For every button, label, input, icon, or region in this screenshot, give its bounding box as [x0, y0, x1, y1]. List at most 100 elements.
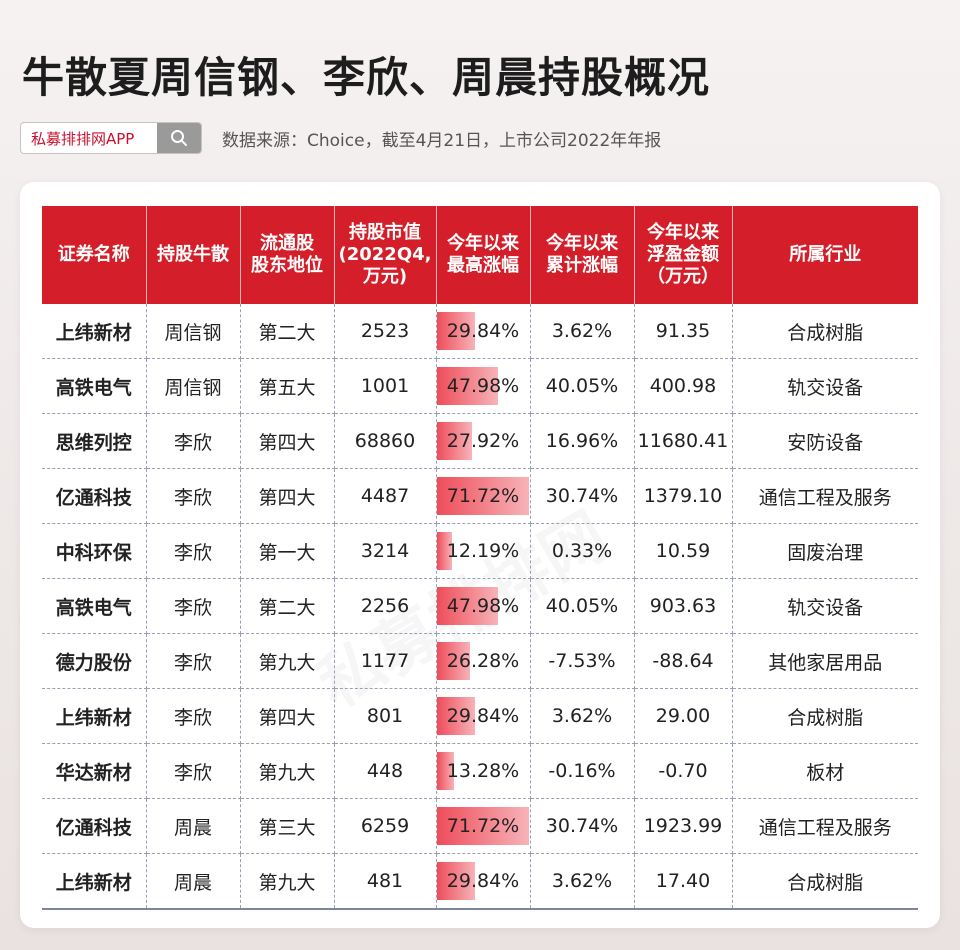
- rank-cell: 第一大: [240, 523, 335, 579]
- profit-cell: 400.98: [634, 358, 733, 414]
- rank-cell: 第九大: [240, 633, 335, 689]
- cum-gain-cell: 3.62%: [530, 853, 635, 910]
- industry-cell: 其他家居用品: [732, 633, 918, 689]
- search-button[interactable]: [157, 123, 201, 153]
- column-header: 证券名称: [42, 206, 147, 304]
- security-name-cell: 中科环保: [42, 523, 147, 579]
- table-row: 亿通科技 周晨 第三大 6259 71.72% 30.74% 1923.99 通信工程及服务: [42, 798, 918, 854]
- holder-cell: 李欣: [146, 633, 241, 689]
- profit-cell: 10.59: [634, 523, 733, 579]
- column-header: 今年以来 最高涨幅: [436, 206, 531, 304]
- column-header: 持股市值 (2022Q4, 万元): [334, 206, 437, 304]
- max-gain-cell: 27.92%: [436, 413, 531, 469]
- max-gain-value: 13.28%: [446, 760, 520, 782]
- rank-cell: 第二大: [240, 304, 335, 359]
- table-row: 华达新材 李欣 第九大 448 13.28% -0.16% -0.70 板材: [42, 743, 918, 799]
- industry-cell: 安防设备: [732, 413, 918, 469]
- max-gain-bar: [436, 807, 529, 845]
- profit-cell: 1923.99: [634, 798, 733, 854]
- max-gain-cell: 26.28%: [436, 633, 531, 689]
- industry-cell: 合成树脂: [732, 853, 918, 910]
- rank-cell: 第九大: [240, 853, 335, 910]
- security-name-cell: 上纬新材: [42, 304, 147, 359]
- holder-cell: 李欣: [146, 578, 241, 634]
- max-gain-cell: 29.84%: [436, 688, 531, 744]
- max-gain-bar: [436, 477, 529, 515]
- table-row: 高铁电气 周信钢 第五大 1001 47.98% 40.05% 400.98 轨交设备: [42, 358, 918, 414]
- table-row: 思维列控 李欣 第四大 68860 27.92% 16.96% 11680.41 安防设备: [42, 413, 918, 469]
- holder-cell: 周信钢: [146, 358, 241, 414]
- cum-gain-cell: 40.05%: [530, 358, 635, 414]
- profit-cell: 11680.41: [634, 413, 733, 469]
- holder-cell: 周晨: [146, 798, 241, 854]
- table-header-row: 证券名称 持股牛散 流通股 股东地位 持股市值 (2022Q4, 万元) 今年以来 最高…: [42, 206, 918, 304]
- cum-gain-cell: 0.33%: [530, 523, 635, 579]
- search-box[interactable]: 私募排排网APP: [20, 122, 202, 154]
- rank-cell: 第三大: [240, 798, 335, 854]
- security-name-cell: 华达新材: [42, 743, 147, 799]
- cum-gain-cell: -0.16%: [530, 743, 635, 799]
- market-value-cell: 2523: [334, 304, 437, 359]
- industry-cell: 板材: [732, 743, 918, 799]
- profit-cell: -0.70: [634, 743, 733, 799]
- security-name-cell: 亿通科技: [42, 468, 147, 524]
- max-gain-bar: [436, 587, 499, 625]
- market-value-cell: 68860: [334, 413, 437, 469]
- industry-cell: 通信工程及服务: [732, 798, 918, 854]
- max-gain-value: 29.84%: [446, 320, 520, 342]
- holder-cell: 李欣: [146, 468, 241, 524]
- cum-gain-cell: 30.74%: [530, 798, 635, 854]
- holder-cell: 李欣: [146, 523, 241, 579]
- max-gain-cell: 47.98%: [436, 578, 531, 634]
- max-gain-bar: [436, 752, 454, 790]
- rank-cell: 第四大: [240, 413, 335, 469]
- industry-cell: 固废治理: [732, 523, 918, 579]
- max-gain-value: 47.98%: [446, 375, 520, 397]
- holder-cell: 李欣: [146, 688, 241, 744]
- source-note: 数据来源：Choice，截至4月21日，上市公司2022年年报: [222, 131, 662, 151]
- table-row: 上纬新材 周信钢 第二大 2523 29.84% 3.62% 91.35 合成树脂: [42, 304, 918, 359]
- security-name-cell: 德力股份: [42, 633, 147, 689]
- max-gain-value: 27.92%: [446, 430, 520, 452]
- max-gain-cell: 47.98%: [436, 358, 531, 414]
- rank-cell: 第五大: [240, 358, 335, 414]
- column-header: 持股牛散: [146, 206, 241, 304]
- market-value-cell: 1001: [334, 358, 437, 414]
- table-row: 中科环保 李欣 第一大 3214 12.19% 0.33% 10.59 固废治理: [42, 523, 918, 579]
- max-gain-value: 29.84%: [446, 705, 520, 727]
- market-value-cell: 6259: [334, 798, 437, 854]
- max-gain-value: 47.98%: [446, 595, 520, 617]
- cum-gain-cell: -7.53%: [530, 633, 635, 689]
- profit-cell: 903.63: [634, 578, 733, 634]
- security-name-cell: 亿通科技: [42, 798, 147, 854]
- holdings-table: 证券名称 持股牛散 流通股 股东地位 持股市值 (2022Q4, 万元) 今年以来 最高…: [42, 206, 918, 910]
- max-gain-bar: [436, 532, 453, 570]
- holder-cell: 李欣: [146, 413, 241, 469]
- cum-gain-cell: 30.74%: [530, 468, 635, 524]
- max-gain-bar: [436, 697, 475, 735]
- profit-cell: 29.00: [634, 688, 733, 744]
- rank-cell: 第二大: [240, 578, 335, 634]
- max-gain-cell: 12.19%: [436, 523, 531, 579]
- column-header: 所属行业: [732, 206, 918, 304]
- industry-cell: 合成树脂: [732, 304, 918, 359]
- table-row: 上纬新材 李欣 第四大 801 29.84% 3.62% 29.00 合成树脂: [42, 688, 918, 744]
- column-header: 今年以来 累计涨幅: [530, 206, 635, 304]
- market-value-cell: 4487: [334, 468, 437, 524]
- search-icon: [171, 130, 187, 146]
- market-value-cell: 481: [334, 853, 437, 910]
- market-value-cell: 801: [334, 688, 437, 744]
- max-gain-value: 71.72%: [446, 815, 520, 837]
- table-row: 上纬新材 周晨 第九大 481 29.84% 3.62% 17.40 合成树脂: [42, 853, 918, 910]
- profit-cell: 91.35: [634, 304, 733, 359]
- column-header: 今年以来 浮盈金额 （万元）: [634, 206, 733, 304]
- table-row: 高铁电气 李欣 第二大 2256 47.98% 40.05% 903.63 轨交设备: [42, 578, 918, 634]
- max-gain-cell: 29.84%: [436, 853, 531, 910]
- industry-cell: 合成树脂: [732, 688, 918, 744]
- industry-cell: 轨交设备: [732, 578, 918, 634]
- rank-cell: 第四大: [240, 468, 335, 524]
- column-header: 流通股 股东地位: [240, 206, 335, 304]
- profit-cell: -88.64: [634, 633, 733, 689]
- security-name-cell: 思维列控: [42, 413, 147, 469]
- cum-gain-cell: 3.62%: [530, 304, 635, 359]
